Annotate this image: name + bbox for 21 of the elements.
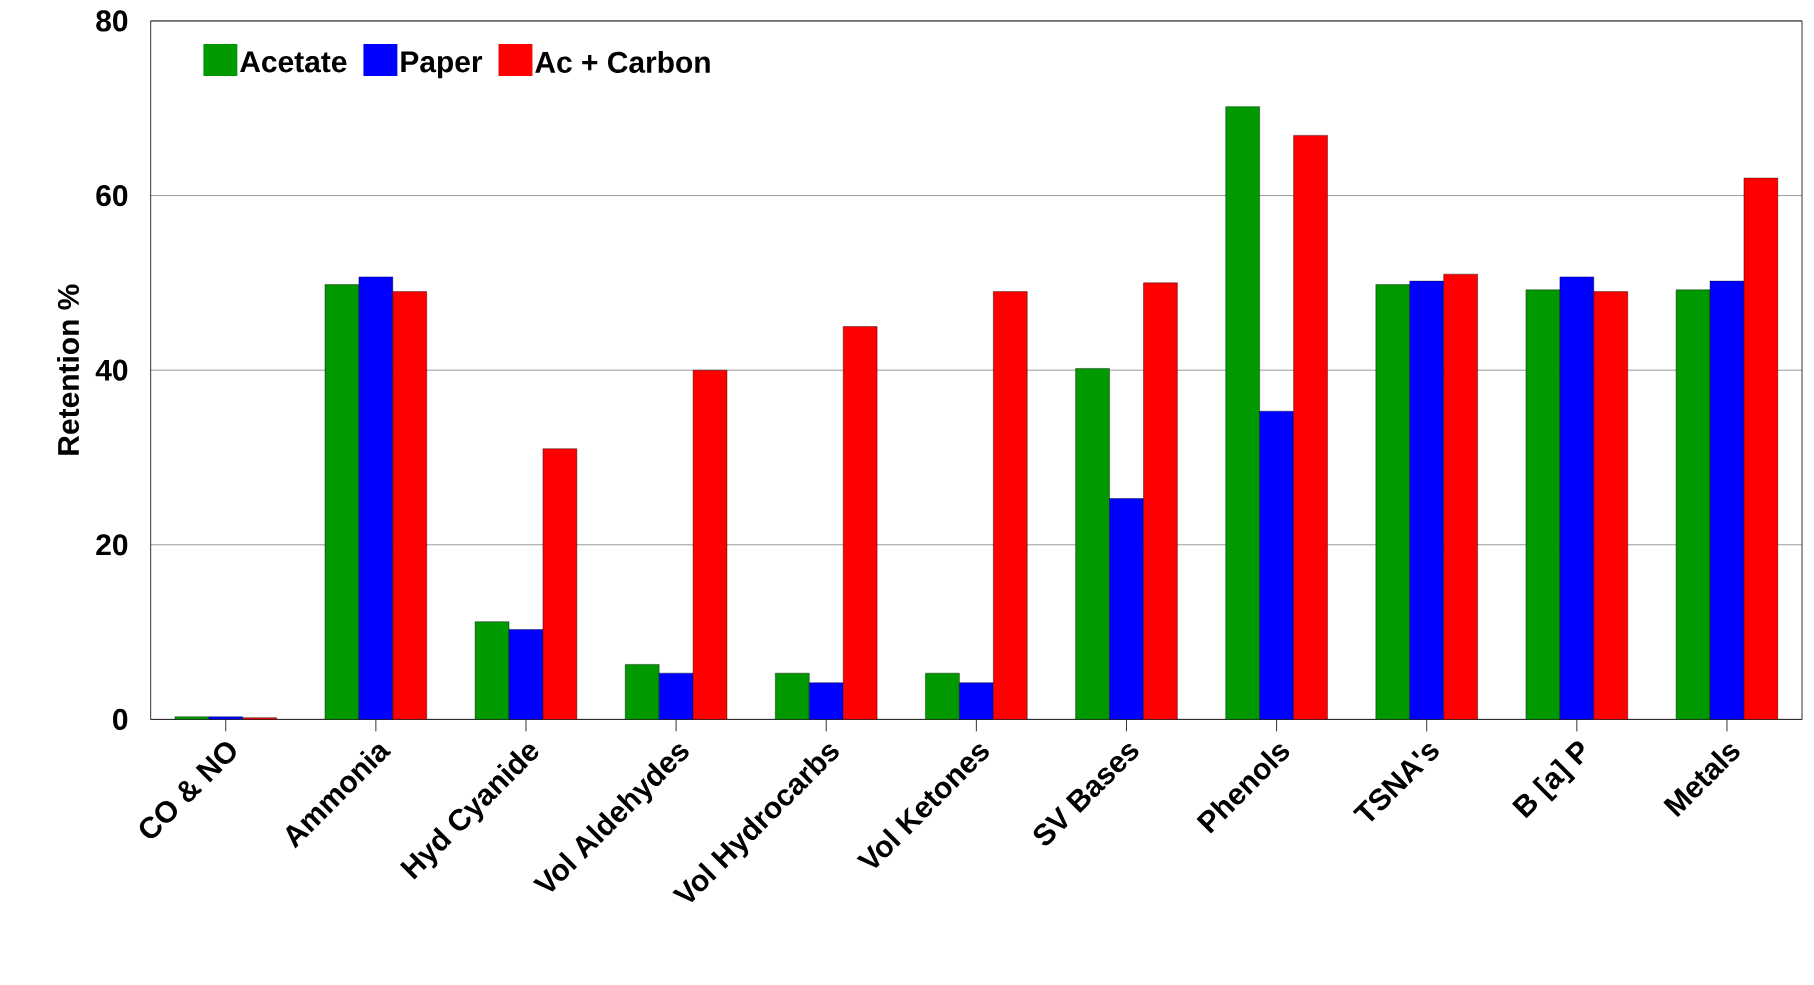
legend-label: Acetate	[240, 51, 347, 73]
x-tick-label: B [a] P	[1512, 741, 1584, 819]
bar	[1743, 177, 1779, 720]
bar	[1293, 135, 1328, 720]
x-tick-label: CO & NO	[139, 742, 236, 839]
y-tick-label: 0	[113, 708, 128, 731]
y-tick-label: 40	[95, 359, 128, 381]
bar	[1593, 291, 1628, 720]
y-tick-label: 80	[96, 10, 128, 32]
legend-label: Paper	[401, 51, 483, 79]
bar	[692, 370, 728, 720]
bar	[843, 326, 878, 720]
bar	[542, 448, 578, 720]
bar	[993, 291, 1028, 720]
y-axis-title: Retention %	[57, 284, 80, 455]
bar	[392, 291, 427, 720]
bar	[1443, 274, 1478, 720]
y-tick-label: 20	[96, 534, 128, 556]
legend-label: Ac + Carbon	[535, 51, 710, 74]
y-tick-label: 60	[96, 185, 128, 207]
bar	[1143, 282, 1178, 720]
